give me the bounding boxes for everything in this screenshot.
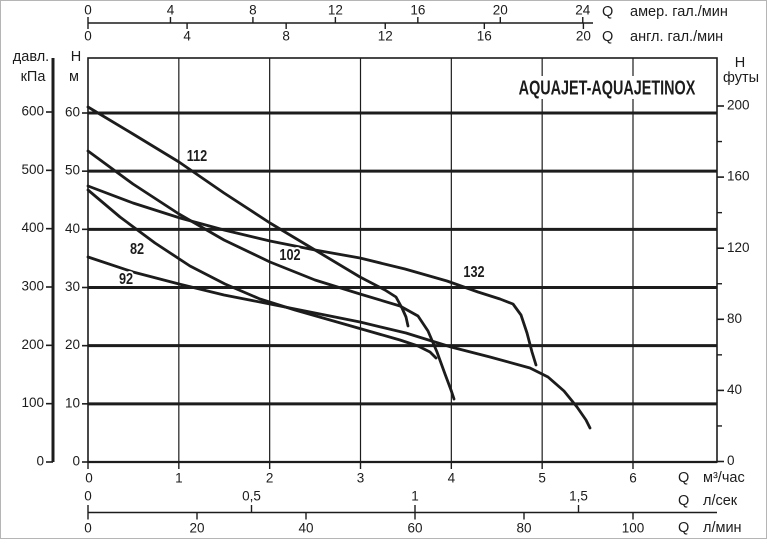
top-imp-tick-label: 20 <box>576 29 591 44</box>
curve-132 <box>86 184 538 367</box>
lmin-tick-label: 60 <box>407 521 422 536</box>
lmin-tick-label: 40 <box>298 521 313 536</box>
head-ft-tick-label: 200 <box>727 98 750 113</box>
ls-tick-label: 0,5 <box>242 489 261 504</box>
lmin-axis-unit: л/мин <box>703 520 742 536</box>
ls-tick-label: 1,5 <box>569 489 588 504</box>
m3h-tick-label: 6 <box>629 471 637 486</box>
kpa-tick-label: 300 <box>21 279 44 294</box>
top-imp-tick-label: 8 <box>282 29 290 44</box>
kpa-tick-label: 100 <box>21 395 44 410</box>
head-m-tick-label: 30 <box>65 279 80 294</box>
kpa-tick-label: 500 <box>21 162 44 177</box>
top-imp-tick-label: 12 <box>378 29 393 44</box>
top-imp-axis-unit-q: Q <box>602 29 613 45</box>
m3h-axis-unit: м³/час <box>703 470 745 486</box>
top-imp-tick-label: 0 <box>84 29 92 44</box>
curve-label-82: 82 <box>130 241 144 258</box>
m3h-tick-label: 2 <box>266 471 274 486</box>
lmin-tick-label: 80 <box>516 521 531 536</box>
m3h-tick-label: 3 <box>357 471 365 486</box>
m3h-tick-label: 0 <box>85 471 93 486</box>
kpa-tick-label: 600 <box>21 104 44 119</box>
kpa-tick-label: 200 <box>21 337 44 352</box>
head-m-tick-label: 10 <box>65 395 80 410</box>
lmin-tick-label: 0 <box>84 521 92 536</box>
head-ft-tick-label: 120 <box>727 240 750 255</box>
kpa-axis-unit-line2: кПа <box>21 69 47 85</box>
kpa-tick-label: 0 <box>36 454 44 469</box>
m3h-axis-unit-q: Q <box>678 470 689 486</box>
head-m-axis-unit-line2: м <box>69 69 79 85</box>
top-us-axis-unit: амер. гал./мин <box>630 4 728 20</box>
kpa-axis-unit-line1: давл. <box>13 49 49 65</box>
top-us-tick-label: 16 <box>410 3 425 18</box>
m3h-tick-label: 5 <box>538 471 546 486</box>
head-m-tick-label: 60 <box>65 105 80 120</box>
curve-label-112: 112 <box>187 148 208 165</box>
lmin-axis-unit-q: Q <box>678 520 689 536</box>
head-ft-axis-unit-line2: футы <box>723 70 759 86</box>
head-ft-tick-label: 0 <box>727 453 735 468</box>
top-us-axis-unit-q: Q <box>602 4 613 20</box>
m3h-tick-label: 4 <box>448 471 456 486</box>
top-us-tick-label: 4 <box>167 3 175 18</box>
curve-112 <box>86 105 410 328</box>
top-us-tick-label: 20 <box>493 3 508 18</box>
kpa-tick-label: 400 <box>21 220 44 235</box>
ls-tick-label: 1 <box>411 489 419 504</box>
head-m-tick-label: 0 <box>72 454 80 469</box>
title-backing <box>530 76 687 99</box>
ls-axis-unit: л/сек <box>703 493 738 509</box>
head-ft-axis-unit-line1: Н <box>735 55 745 71</box>
ls-axis-unit-q: Q <box>678 493 689 509</box>
top-us-tick-label: 24 <box>575 3 591 18</box>
lmin-tick-label: 20 <box>189 521 204 536</box>
top-us-tick-label: 12 <box>328 3 343 18</box>
curve-label-92: 92 <box>119 271 133 288</box>
curve-label-132: 132 <box>463 264 484 281</box>
chart-title: AQUAJET-AQUAJETINOX <box>519 76 696 99</box>
top-imp-tick-label: 4 <box>183 29 191 44</box>
top-us-tick-label: 8 <box>249 3 257 18</box>
curve-92 <box>86 255 592 430</box>
head-m-tick-label: 40 <box>65 221 80 236</box>
head-m-axis-unit-line1: Н <box>71 49 81 65</box>
m3h-tick-label: 1 <box>175 471 183 486</box>
top-imp-axis-unit: англ. гал./мин <box>630 29 723 45</box>
lmin-tick-label: 100 <box>622 521 645 536</box>
head-ft-tick-label: 40 <box>727 382 742 397</box>
top-us-tick-label: 0 <box>84 3 92 18</box>
head-m-tick-label: 50 <box>65 163 80 178</box>
ls-tick-label: 0 <box>84 489 92 504</box>
curve-label-102: 102 <box>279 247 300 264</box>
head-m-tick-label: 20 <box>65 337 80 352</box>
head-ft-tick-label: 160 <box>727 169 750 184</box>
head-ft-tick-label: 80 <box>727 311 742 326</box>
top-imp-tick-label: 16 <box>477 29 492 44</box>
